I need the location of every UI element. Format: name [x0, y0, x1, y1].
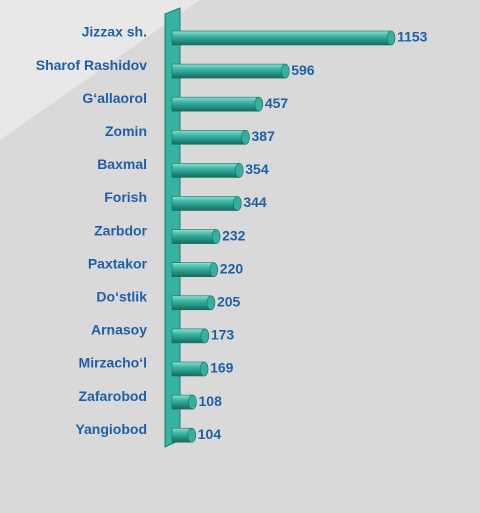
- category-label: G‘allaorol: [82, 90, 147, 106]
- bar: [171, 96, 264, 112]
- value-label: 173: [211, 327, 235, 343]
- background-band: [0, 0, 200, 140]
- bar: [171, 328, 210, 344]
- category-label: Do‘stlik: [96, 289, 147, 305]
- bar: [171, 229, 221, 244]
- bar: [171, 196, 242, 211]
- value-label: 344: [243, 194, 267, 210]
- value-label: 104: [198, 426, 222, 442]
- category-label: Yangiobod: [75, 421, 147, 437]
- value-label: 1153: [397, 29, 428, 45]
- bar: [171, 30, 396, 46]
- category-label: Forish: [104, 189, 147, 205]
- category-label: Zafarobod: [79, 388, 147, 404]
- bar: [171, 361, 209, 377]
- category-label: Sharof Rashidov: [36, 57, 147, 73]
- category-label: Arnasoy: [91, 322, 147, 338]
- bar: [171, 262, 219, 278]
- category-label: Zomin: [105, 123, 147, 139]
- category-label: Jizzax sh.: [82, 24, 147, 40]
- bar: [171, 427, 197, 443]
- value-label: 457: [265, 95, 289, 111]
- value-label: 220: [220, 260, 244, 276]
- bar: [171, 163, 244, 178]
- category-label: Zarbdor: [94, 222, 147, 238]
- value-label: 387: [252, 128, 276, 144]
- bar: [171, 63, 290, 79]
- category-label: Mirzacho‘l: [79, 355, 147, 371]
- category-label: Baxmal: [97, 156, 147, 172]
- bar: [171, 394, 197, 410]
- bar: [171, 130, 250, 145]
- category-label: Paxtakor: [88, 255, 148, 271]
- value-label: 205: [217, 294, 241, 310]
- value-label: 108: [199, 393, 223, 409]
- plot: Jizzax sh. 1153 Sharof Rashidov 596 G‘allaor…: [36, 24, 428, 443]
- value-label: 232: [222, 227, 246, 243]
- bar: [171, 295, 216, 311]
- value-label: 596: [291, 62, 315, 78]
- value-label: 169: [210, 360, 234, 376]
- value-label: 354: [245, 161, 269, 177]
